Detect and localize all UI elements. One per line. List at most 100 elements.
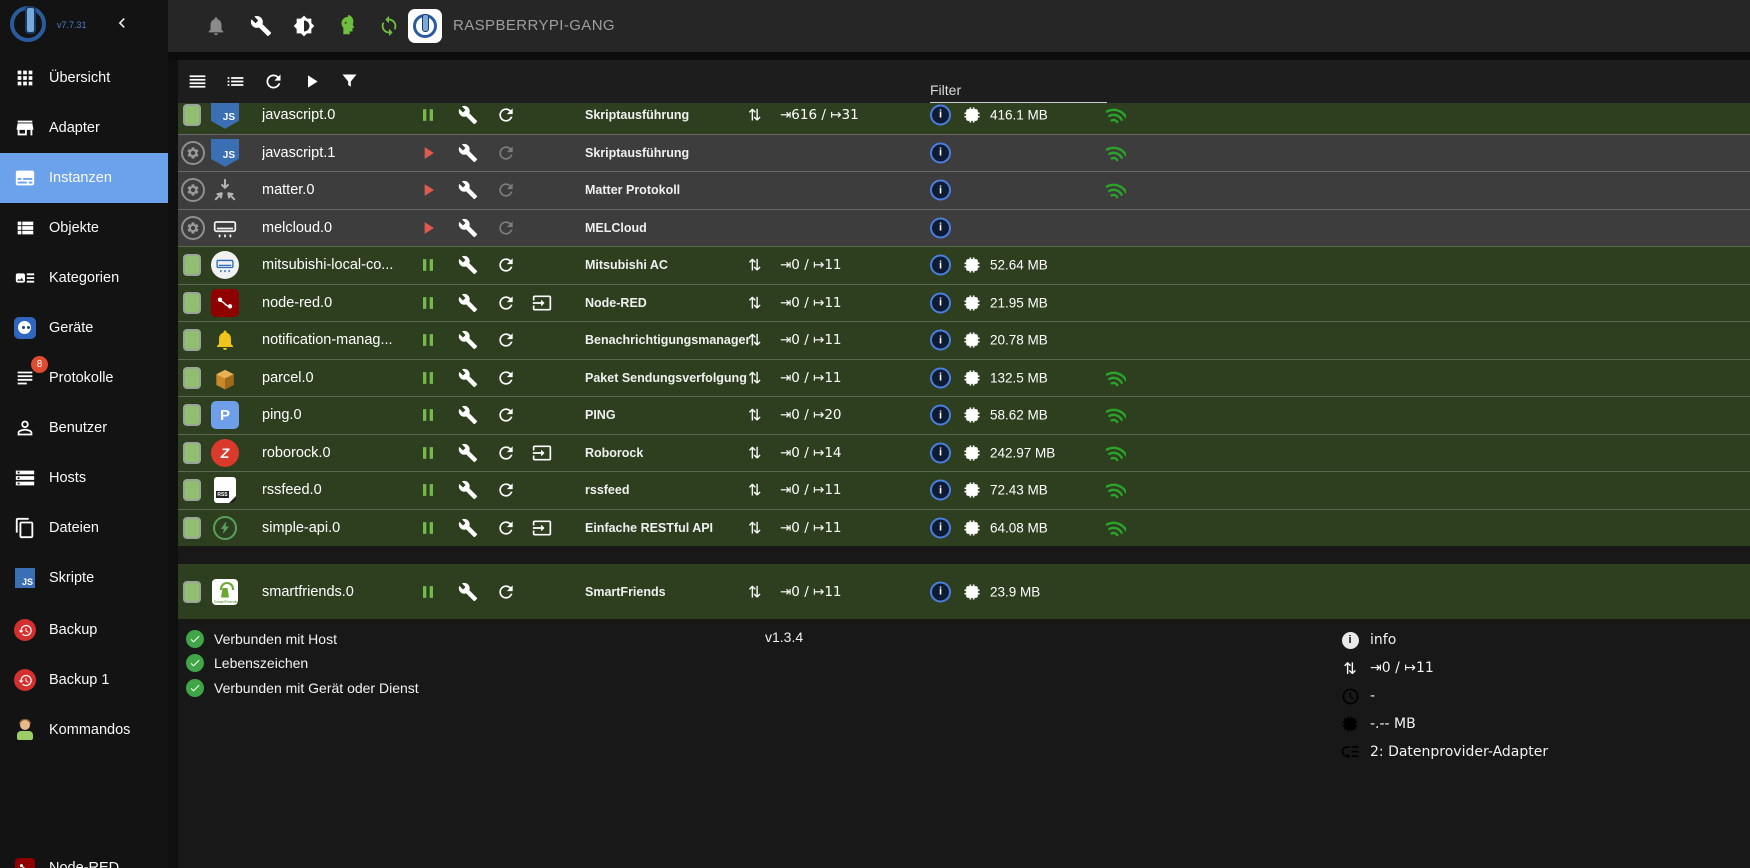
sidebar-item-backup1[interactable]: Backup 1 [0, 655, 168, 705]
open-web-ui-button[interactable] [530, 441, 554, 465]
pause-button[interactable] [416, 291, 440, 315]
pause-button[interactable] [416, 478, 440, 502]
restart-button[interactable] [494, 216, 518, 240]
instance-settings-button[interactable] [456, 141, 480, 165]
instance-row-ping-0[interactable]: P ping.0 PING ⇅ ⇥0 / ↦20 i 58.62 MB [178, 396, 1750, 434]
sidebar-item-node-red[interactable]: Node-RED [0, 843, 168, 868]
theme-brightness-icon[interactable] [293, 15, 315, 37]
restart-button[interactable] [494, 253, 518, 277]
restart-button[interactable] [494, 403, 518, 427]
restart-button[interactable] [494, 478, 518, 502]
sentry-icon [1104, 142, 1126, 164]
sidebar-item-skripte[interactable]: JS Skripte [0, 553, 168, 603]
info-button[interactable]: i [930, 217, 951, 239]
start-button[interactable] [416, 216, 440, 240]
instance-settings-button[interactable] [456, 478, 480, 502]
start-button[interactable] [416, 178, 440, 202]
info-button[interactable]: i [930, 142, 951, 164]
instance-settings-button[interactable] [456, 178, 480, 202]
instance-row-mitsubishi-local[interactable]: mitsubishi-local-co... Mitsubishi AC ⇅ ⇥… [178, 246, 1750, 284]
sidebar-item-benutzer[interactable]: Benutzer [0, 403, 168, 453]
instance-row-javascript-0[interactable]: JS javascript.0 Skriptausführung ⇅ ⇥616 … [178, 103, 1750, 134]
collapse-sidebar-button[interactable] [112, 13, 136, 37]
categories-icon [13, 266, 37, 290]
restart-button[interactable] [494, 366, 518, 390]
info-button[interactable]: i [930, 581, 951, 602]
sidebar-item-hosts[interactable]: Hosts [0, 453, 168, 503]
pause-button[interactable] [416, 366, 440, 390]
instance-row-matter-0[interactable]: matter.0 Matter Protokoll i [178, 171, 1750, 209]
instance-settings-button[interactable] [456, 580, 480, 604]
instance-settings-button[interactable] [456, 366, 480, 390]
pause-button[interactable] [416, 103, 440, 127]
sidebar-item-backup[interactable]: Backup [0, 605, 168, 655]
info-button[interactable]: i [930, 442, 951, 464]
pause-button[interactable] [416, 403, 440, 427]
instance-row-notification-manager[interactable]: notification-manag... Benachrichtigungsm… [178, 321, 1750, 359]
info-button[interactable]: i [930, 254, 951, 276]
instance-settings-button[interactable] [456, 328, 480, 352]
info-button[interactable]: i [930, 367, 951, 389]
instance-row-node-red-0[interactable]: node-red.0 Node-RED ⇅ ⇥0 / ↦11 i 21.95 M… [178, 283, 1750, 321]
restart-button[interactable] [494, 441, 518, 465]
sidebar-item-protokolle[interactable]: 8 Protokolle [0, 353, 168, 403]
instance-settings-button[interactable] [456, 253, 480, 277]
info-button[interactable]: i [930, 517, 951, 539]
view-mode-rows-button[interactable] [178, 60, 216, 103]
instance-settings-button[interactable] [456, 216, 480, 240]
instance-row-roborock-0[interactable]: Z roborock.0 Roborock ⇅ ⇥0 / ↦14 i 242.9… [178, 433, 1750, 471]
restart-button[interactable] [494, 291, 518, 315]
instance-settings-button[interactable] [456, 291, 480, 315]
start-button[interactable] [416, 141, 440, 165]
open-web-ui-button[interactable] [530, 516, 554, 540]
sidebar-item-dateien[interactable]: Dateien [0, 503, 168, 553]
instance-row-simple-api-0[interactable]: simple-api.0 Einfache RESTful API ⇅ ⇥0 /… [178, 508, 1750, 546]
instance-settings-button[interactable] [456, 516, 480, 540]
pause-button[interactable] [416, 328, 440, 352]
instance-row-parcel-0[interactable]: parcel.0 Paket Sendungsverfolgung ⇅ ⇥0 /… [178, 358, 1750, 396]
notifications-bell-icon[interactable] [205, 15, 227, 37]
expert-mode-icon[interactable] [336, 15, 358, 37]
instance-settings-button[interactable] [456, 103, 480, 127]
pause-button[interactable] [416, 516, 440, 540]
instance-row-javascript-1[interactable]: JS javascript.1 Skriptausführung i [178, 133, 1750, 171]
info-button[interactable]: i [930, 329, 951, 351]
sync-icon[interactable] [378, 15, 400, 37]
settings-wrench-icon[interactable] [250, 15, 272, 37]
info-button[interactable]: i [930, 292, 951, 314]
instance-title: Roborock [585, 445, 644, 460]
restart-button[interactable] [494, 141, 518, 165]
pause-button[interactable] [416, 441, 440, 465]
sidebar-item-kategorien[interactable]: Kategorien [0, 253, 168, 303]
info-button[interactable]: i [930, 179, 951, 201]
info-button[interactable]: i [930, 104, 951, 126]
restart-button[interactable] [494, 580, 518, 604]
pause-button[interactable] [416, 580, 440, 604]
start-all-button[interactable] [292, 60, 330, 103]
sidebar-item-uebersicht[interactable]: Übersicht [0, 53, 168, 103]
instance-row-melcloud-0[interactable]: melcloud.0 MELCloud i [178, 208, 1750, 246]
pause-button[interactable] [416, 253, 440, 277]
restart-button[interactable] [494, 328, 518, 352]
filter-button[interactable] [330, 60, 368, 103]
sidebar-item-instanzen[interactable]: Instanzen [0, 153, 168, 203]
restart-button[interactable] [494, 103, 518, 127]
view-mode-list-button[interactable] [216, 60, 254, 103]
sidebar-item-kommandos[interactable]: Kommandos [0, 705, 168, 755]
instance-row-rssfeed-0[interactable]: RSS rssfeed.0 rssfeed ⇅ ⇥0 / ↦11 i 72.43… [178, 471, 1750, 509]
info-button[interactable]: i [930, 404, 951, 426]
open-web-ui-button[interactable] [530, 291, 554, 315]
sidebar-item-geraete[interactable]: Geräte [0, 303, 168, 353]
host-selector-button[interactable] [408, 9, 442, 43]
instance-row-smartfriends-0[interactable]: SmartFriends smartfriends.0 SmartFriends… [178, 564, 1750, 619]
info-button[interactable]: i [930, 479, 951, 501]
instance-settings-button[interactable] [456, 403, 480, 427]
filter-input[interactable]: Filter [930, 82, 1107, 103]
reload-button[interactable] [254, 60, 292, 103]
restart-button[interactable] [494, 178, 518, 202]
sidebar-item-objekte[interactable]: Objekte [0, 203, 168, 253]
restart-button[interactable] [494, 516, 518, 540]
sidebar-item-adapter[interactable]: Adapter [0, 103, 168, 153]
instance-settings-button[interactable] [456, 441, 480, 465]
sidebar-item-label: Protokolle [49, 370, 114, 386]
